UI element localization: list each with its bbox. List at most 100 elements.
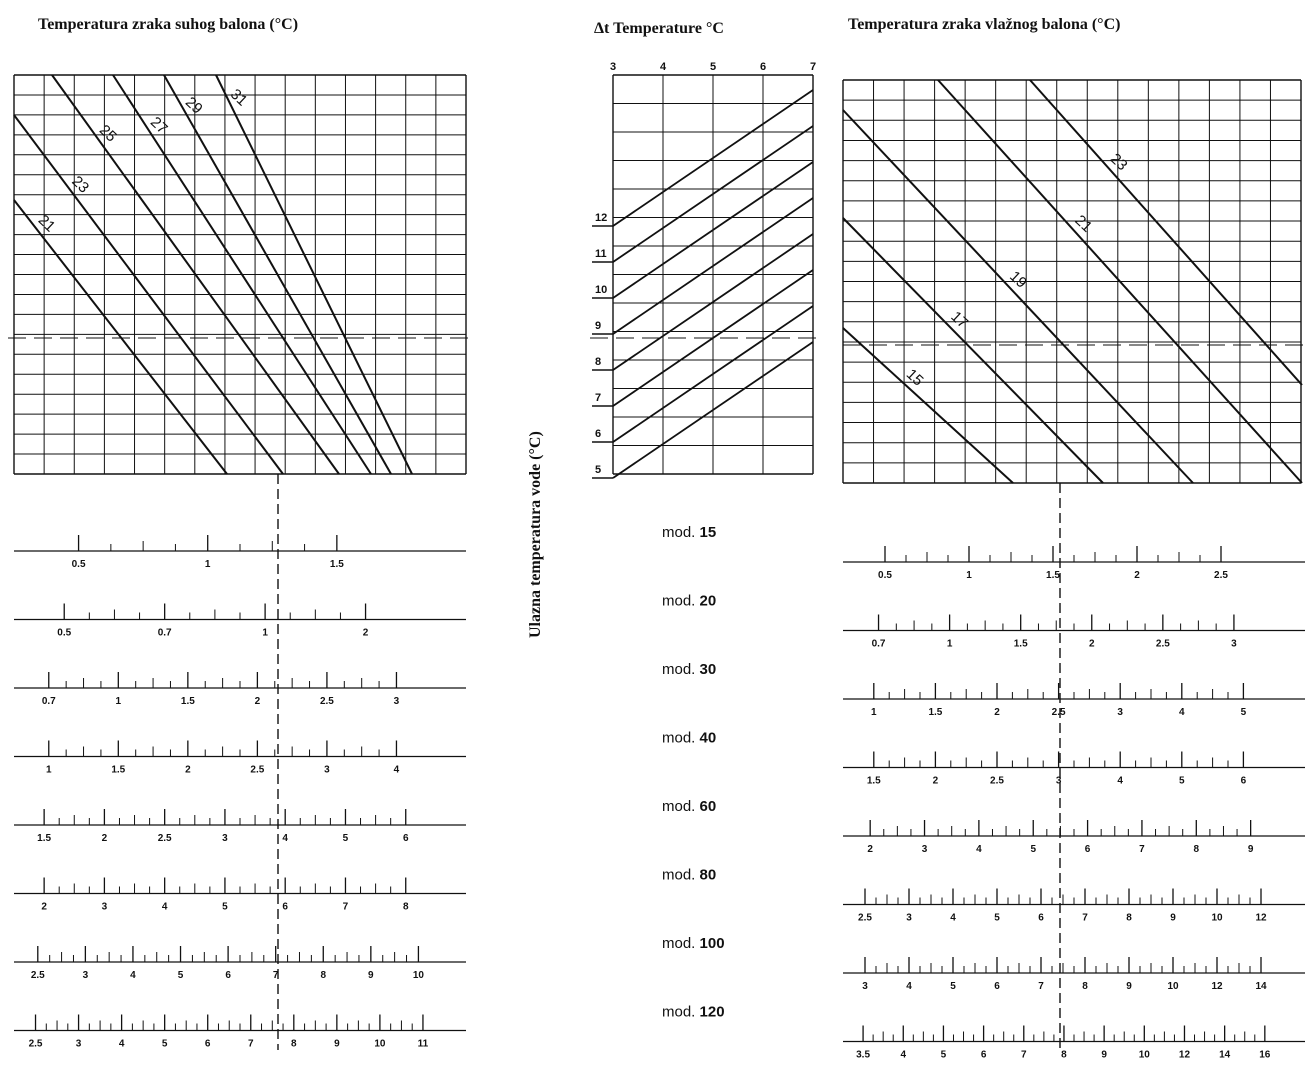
model-label: mod. 100 bbox=[662, 935, 725, 952]
model-number: 100 bbox=[700, 935, 725, 952]
scale-tick-label: 9 bbox=[1126, 981, 1132, 992]
delta-t-y-tick: 10 bbox=[595, 284, 607, 296]
scale-tick-label: 2 bbox=[1134, 570, 1140, 581]
scale-tick-label: 2 bbox=[363, 628, 369, 639]
model-prefix: mod. bbox=[662, 935, 700, 952]
scale-tick-label: 6 bbox=[1085, 844, 1091, 855]
model-label: mod. 80 bbox=[662, 867, 716, 884]
scale-tick-label: 2.5 bbox=[1214, 570, 1228, 581]
scale-tick-label: 8 bbox=[1126, 913, 1132, 924]
scale-tick-label: 9 bbox=[1170, 913, 1176, 924]
scale-tick-label: 5 bbox=[1241, 707, 1247, 718]
model-prefix: mod. bbox=[662, 593, 700, 610]
scale-tick-label: 3 bbox=[922, 844, 928, 855]
scale-tick-label: 4 bbox=[1117, 776, 1123, 787]
scale-tick-label: 7 bbox=[273, 970, 279, 981]
delta-t-x-tick: 3 bbox=[610, 61, 616, 73]
scale-tick-label: 4 bbox=[282, 833, 288, 844]
scale-tick-label: 3 bbox=[862, 981, 868, 992]
scale-tick-label: 7 bbox=[1082, 913, 1088, 924]
scale-tick-label: 3 bbox=[1231, 639, 1237, 650]
scale-tick-label: 2 bbox=[255, 696, 261, 707]
scale-tick-label: 2.5 bbox=[1156, 639, 1170, 650]
water-inlet-title: Ulazna temperatura vode (°C) bbox=[527, 431, 544, 638]
model-label: mod. 40 bbox=[662, 730, 716, 747]
scale-tick-label: 5 bbox=[941, 1050, 947, 1061]
model-label: mod. 15 bbox=[662, 524, 716, 541]
scale-tick-label: 6 bbox=[1241, 776, 1247, 787]
delta-t-title: Δt Temperature °C bbox=[594, 20, 724, 37]
scale-tick-label: 14 bbox=[1255, 981, 1267, 992]
scale-tick-label: 4 bbox=[950, 913, 956, 924]
scale-tick-label: 1 bbox=[966, 570, 972, 581]
scale-tick-label: 2 bbox=[1089, 639, 1095, 650]
scale-tick-label: 6 bbox=[1038, 913, 1044, 924]
wet-bulb-line bbox=[1029, 79, 1303, 386]
delta-t-y-tick: 8 bbox=[595, 356, 601, 368]
dry-bulb-line bbox=[51, 74, 340, 475]
model-number: 15 bbox=[700, 524, 717, 541]
wet-bulb-line bbox=[937, 79, 1303, 484]
model-label: mod. 30 bbox=[662, 661, 716, 678]
scale-tick-label: 2 bbox=[102, 833, 108, 844]
scale-tick-label: 8 bbox=[403, 902, 409, 913]
scale-tick-label: 7 bbox=[343, 902, 349, 913]
delta-t-line bbox=[612, 269, 814, 407]
model-prefix: mod. bbox=[662, 798, 700, 815]
scale-tick-label: 12 bbox=[1255, 913, 1267, 924]
scale-tick-label: 8 bbox=[1194, 844, 1200, 855]
scale-tick-label: 8 bbox=[1082, 981, 1088, 992]
scale-tick-label: 8 bbox=[320, 970, 326, 981]
scale-tick-label: 10 bbox=[1167, 981, 1179, 992]
model-label: mod. 120 bbox=[662, 1004, 725, 1021]
scale-tick-label: 2.5 bbox=[858, 913, 872, 924]
scale-tick-label: 1.5 bbox=[37, 833, 51, 844]
scale-tick-label: 1.5 bbox=[111, 765, 125, 776]
scale-tick-label: 9 bbox=[334, 1039, 340, 1050]
scale-tick-label: 2.5 bbox=[158, 833, 172, 844]
scale-tick-label: 3 bbox=[1056, 776, 1062, 787]
scale-tick-label: 0.5 bbox=[57, 628, 71, 639]
scale-tick-label: 3 bbox=[394, 696, 400, 707]
delta-t-line bbox=[612, 161, 814, 299]
scale-tick-label: 5 bbox=[343, 833, 349, 844]
scale-tick-label: 2.5 bbox=[990, 776, 1004, 787]
delta-t-line bbox=[612, 341, 814, 479]
scale-tick-label: 9 bbox=[1101, 1050, 1107, 1061]
scale-tick-label: 6 bbox=[225, 970, 231, 981]
scale-tick-label: 14 bbox=[1219, 1050, 1231, 1061]
delta-t-y-tick: 5 bbox=[595, 464, 601, 476]
wet-bulb-line bbox=[842, 327, 1014, 484]
scale-tick-label: 5 bbox=[178, 970, 184, 981]
scale-tick-label: 5 bbox=[1030, 844, 1036, 855]
scale-tick-label: 8 bbox=[291, 1039, 297, 1050]
scale-tick-label: 6 bbox=[403, 833, 409, 844]
delta-t-line bbox=[612, 89, 814, 227]
left-scales: 0.5 1 1.5 0.5 0.7 1 2 0.7 1 1.5 2 2.5 3 1 1.5 2 2.5 3 4 1.5… bbox=[14, 535, 466, 1050]
model-label: mod. 20 bbox=[662, 593, 716, 610]
scale-tick-label: 7 bbox=[1139, 844, 1145, 855]
scale-tick-label: 5 bbox=[950, 981, 956, 992]
scale-tick-label: 4 bbox=[1179, 707, 1185, 718]
delta-t-y-tick: 12 bbox=[595, 212, 607, 224]
scale-tick-label: 4 bbox=[976, 844, 982, 855]
scale-tick-label: 3 bbox=[83, 970, 89, 981]
dry-bulb-line bbox=[13, 114, 284, 475]
wet-bulb-line bbox=[842, 109, 1194, 484]
scale-tick-label: 6 bbox=[205, 1039, 211, 1050]
scale-tick-label: 0.7 bbox=[872, 639, 886, 650]
scale-tick-label: 10 bbox=[1211, 913, 1223, 924]
scale-tick-label: 3 bbox=[102, 902, 108, 913]
scale-tick-label: 5 bbox=[994, 913, 1000, 924]
model-prefix: mod. bbox=[662, 730, 700, 747]
model-prefix: mod. bbox=[662, 1004, 700, 1021]
scale-tick-label: 2 bbox=[933, 776, 939, 787]
delta-t-line bbox=[612, 197, 814, 335]
delta-t-line bbox=[612, 125, 814, 263]
scale-tick-label: 11 bbox=[418, 1039, 429, 1050]
model-number: 60 bbox=[700, 798, 717, 815]
scale-tick-label: 1 bbox=[262, 628, 268, 639]
delta-t-x-tick: 4 bbox=[660, 61, 667, 73]
